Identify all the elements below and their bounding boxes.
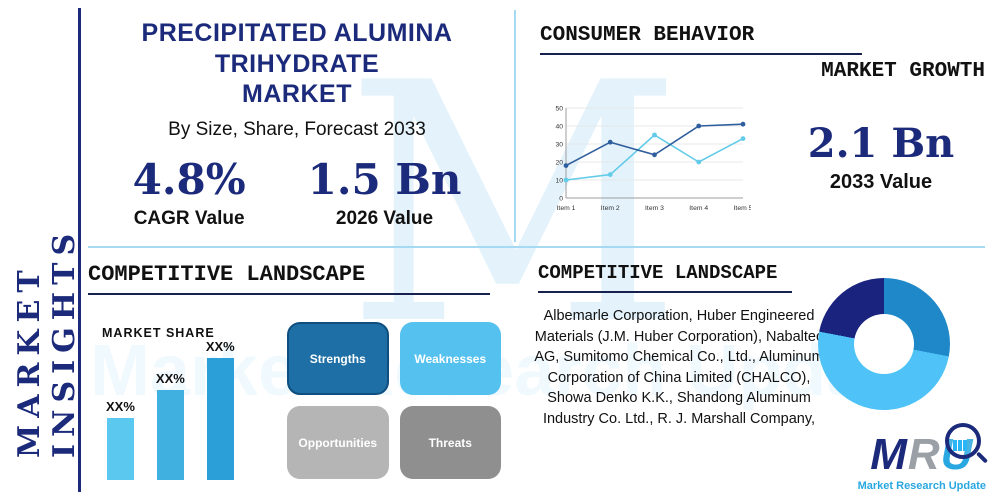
bar-fill-3 xyxy=(206,357,234,480)
stat-cagr-label: CAGR Value xyxy=(133,207,245,229)
swot-grid: Strengths Weaknesses Opportunities Threa… xyxy=(287,322,501,479)
logo-letter-m: M xyxy=(870,430,908,479)
stat-2033-value: 2.1 Bn xyxy=(807,120,955,167)
mru-logo: MRU Market Research Update xyxy=(857,423,986,492)
svg-text:Item 1: Item 1 xyxy=(557,205,576,212)
svg-text:40: 40 xyxy=(555,123,563,130)
line-chart: 0 10 20 30 40 50 Item 1 Item 2 Item 3 Item 4 Item … xyxy=(555,105,751,212)
svg-text:Item 2: Item 2 xyxy=(601,205,620,212)
horizontal-divider xyxy=(88,246,985,248)
svg-text:0: 0 xyxy=(559,195,563,202)
watermark-letter: M xyxy=(345,13,683,397)
mru-logo-letters: MRU xyxy=(870,423,982,479)
title-line1: PRECIPITATED ALUMINA TRIHYDRATE xyxy=(141,19,453,78)
svg-text:Item 4: Item 4 xyxy=(689,205,708,212)
logo-tagline: Market Research Update xyxy=(857,480,986,492)
swot-weaknesses: Weaknesses xyxy=(399,322,501,395)
stats-row: 4.8% CAGR Value 1.5 Bn 2026 Value xyxy=(92,154,502,230)
svg-text:10: 10 xyxy=(555,177,563,184)
market-title-section: PRECIPITATED ALUMINA TRIHYDRATE MARKET By… xyxy=(92,18,502,230)
bar-item-1: XX% xyxy=(106,398,135,480)
stat-cagr-value: 4.8% xyxy=(132,154,246,204)
companies-list: Albemarle Corporation, Huber Engineered … xyxy=(534,308,824,427)
stat-cagr: 4.8% CAGR Value xyxy=(132,154,246,230)
title-line2: MARKET xyxy=(242,80,352,108)
stat-2026-value: 1.5 Bn xyxy=(307,154,462,204)
sidebar-vertical-label: MARKET INSIGHTS xyxy=(12,226,82,458)
competitive-landscape-left-heading: COMPETITIVE LANDSCAPE xyxy=(88,262,490,295)
magnifier-icon xyxy=(945,423,982,459)
swot-strengths: Strengths xyxy=(287,322,389,395)
swot-threats: Threats xyxy=(399,406,501,479)
consumer-behavior-heading: CONSUMER BEHAVIOR xyxy=(540,24,862,55)
bar-fill-1 xyxy=(106,417,134,480)
stat-2026-label: 2026 Value xyxy=(335,207,434,229)
market-growth-heading: MARKET GROWTH xyxy=(821,60,985,83)
bar-fill-2 xyxy=(156,390,184,480)
market-share-bar-chart: XX% XX% XX% xyxy=(106,330,266,480)
stat-2026: 1.5 Bn 2026 Value xyxy=(307,154,462,230)
stat-2033-label: 2033 Value xyxy=(829,171,933,193)
svg-text:Item 5: Item 5 xyxy=(734,205,751,212)
top-vertical-divider xyxy=(514,10,516,242)
svg-text:30: 30 xyxy=(555,141,563,148)
bar-label-2: XX% xyxy=(155,371,185,386)
donut-chart xyxy=(818,278,950,410)
page-title: PRECIPITATED ALUMINA TRIHYDRATE MARKET xyxy=(92,18,502,110)
page-subtitle: By Size, Share, Forecast 2033 xyxy=(168,118,426,140)
market-share-label: MARKET SHARE xyxy=(102,326,215,340)
bar-label-3: XX% xyxy=(205,338,235,354)
bar-label-1: XX% xyxy=(106,398,135,414)
svg-text:Item 3: Item 3 xyxy=(645,205,664,212)
bar-item-3: XX% xyxy=(205,338,235,480)
left-vertical-divider xyxy=(78,8,81,492)
svg-text:20: 20 xyxy=(555,159,563,166)
swot-opportunities: Opportunities xyxy=(287,406,389,479)
competitive-landscape-right-heading: COMPETITIVE LANDSCAPE xyxy=(538,262,792,293)
logo-letter-r: R xyxy=(907,430,941,479)
bar-item-2: XX% xyxy=(156,371,185,480)
svg-text:50: 50 xyxy=(555,105,563,112)
stat-2033: 2.1 Bn 2033 Value xyxy=(795,122,967,194)
